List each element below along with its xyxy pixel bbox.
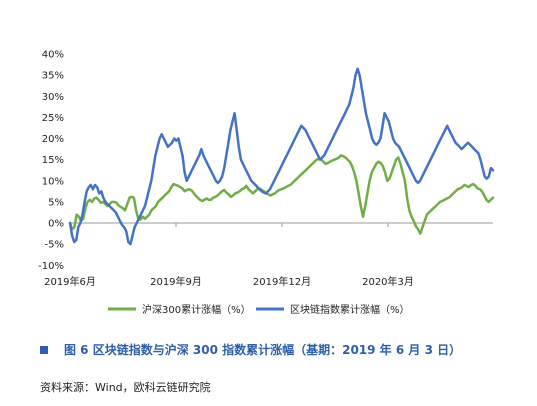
y-tick-label: 25%	[42, 113, 64, 124]
source-note: 资料来源：Wind，欧科云链研究院	[40, 381, 211, 394]
legend: 沪深300累计涨幅（%） 区块链指数累计涨幅（%）	[108, 303, 410, 316]
series-layer	[68, 67, 495, 246]
y-tick-label: 15%	[42, 155, 64, 166]
caption-square-icon	[40, 345, 48, 354]
hs300-series-line	[68, 154, 495, 235]
x-tick-label: 2019年6月	[44, 275, 96, 288]
y-axis-ticks: -10% -5% 0% 5% 10% 15% 20% 25% 30% 35% 40%	[38, 50, 64, 272]
y-tick-label: -5%	[45, 240, 64, 251]
y-tick-label: 10%	[42, 176, 64, 187]
y-tick-label: 35%	[42, 71, 64, 82]
y-tick-label: 30%	[42, 92, 64, 103]
caption-text: 图 6 区块链指数与沪深 300 指数累计涨幅（基期：2019 年 6 月 3 …	[64, 343, 462, 357]
blockchain-series-line	[68, 67, 495, 246]
legend-label: 区块链指数累计涨幅（%）	[290, 303, 410, 316]
y-tick-label: -10%	[38, 261, 64, 272]
figure-caption: 图 6 区块链指数与沪深 300 指数累计涨幅（基期：2019 年 6 月 3 …	[40, 341, 461, 358]
y-tick-label: 0%	[48, 219, 64, 230]
legend-label: 沪深300累计涨幅（%）	[142, 303, 251, 316]
x-tick-label: 2020年3月	[362, 275, 414, 288]
x-tick-label: 2019年9月	[150, 275, 202, 288]
y-tick-label: 40%	[42, 50, 64, 61]
x-axis: 2019年6月 2019年9月 2019年12月 2020年3月	[44, 222, 493, 288]
x-tick-label: 2019年12月	[253, 275, 311, 288]
y-tick-label: 5%	[48, 197, 64, 208]
y-tick-label: 20%	[42, 134, 64, 145]
